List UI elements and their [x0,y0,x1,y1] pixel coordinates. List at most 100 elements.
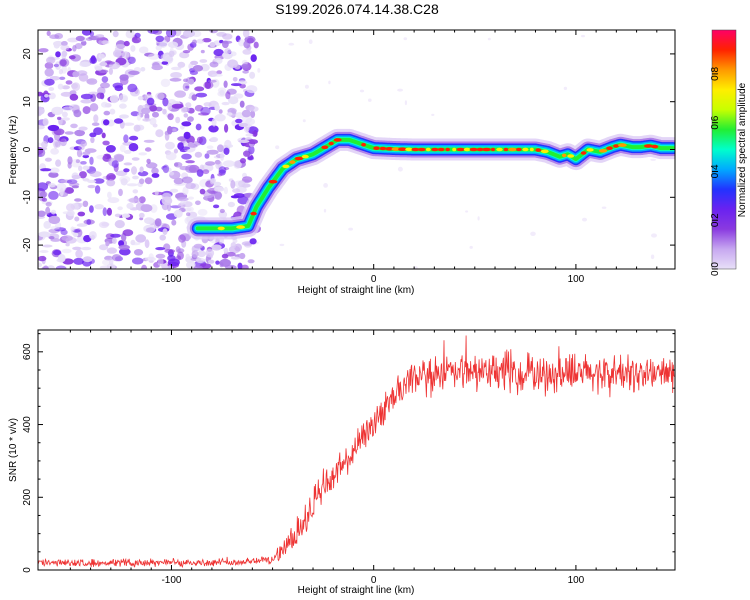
ridge-peak [373,146,380,150]
noise-blob [182,50,191,54]
noise-blob [164,249,176,254]
noise-blob [72,71,80,78]
figure-title: S199.2026.074.14.38.C28 [275,1,439,17]
noise-blob [189,70,198,75]
noise-blob [220,152,225,161]
noise-blob [38,124,45,130]
noise-blob [107,191,112,199]
noise-blob [214,191,222,200]
noise-blob [203,81,214,89]
noise-blob [61,111,68,118]
noise-blob [226,112,233,116]
noise-blob [98,221,109,229]
noise-blob [218,210,228,219]
noise-blob [146,97,155,106]
noise-blob [69,182,80,187]
noise-blob [161,61,169,65]
noise-blob [61,41,68,46]
noise-blob [206,145,214,149]
noise-blob [397,88,403,92]
noise-blob [112,30,119,38]
noise-blob [65,80,73,85]
noise-blob [185,102,192,108]
noise-blob [118,244,130,250]
noise-blob [151,64,163,71]
noise-blob [89,171,102,178]
noise-blob [197,208,208,216]
noise-blob [75,35,85,42]
noise-blob [90,136,95,144]
noise-blob [87,184,96,189]
noise-blob [130,242,141,246]
noise-blob [257,68,261,73]
ridge-peak [598,149,608,153]
x-tick-label: 0 [371,274,377,285]
noise-blob [147,53,160,60]
noise-blob [214,114,226,122]
noise-blob [581,34,585,38]
noise-blob [175,116,181,124]
noise-blob [250,54,257,62]
noise-blob [49,167,60,174]
noise-blob [182,186,189,196]
noise-blob [143,139,155,143]
ridge-peak [250,211,257,216]
noise-blob [73,109,82,118]
noise-blob [72,45,77,52]
noise-blob [246,85,258,94]
y-tick-label: 0 [22,146,33,152]
noise-blob [109,94,119,104]
noise-blob [66,203,75,212]
noise-blob [61,85,70,90]
noise-blob [230,242,237,249]
noise-blob [194,86,205,92]
noise-blob [79,61,91,67]
noise-blob [48,190,59,200]
noise-blob [41,141,48,149]
noise-blob [245,133,254,137]
noise-blob [45,202,52,207]
noise-blob [181,146,191,150]
noise-blob [95,34,105,39]
noise-blob [185,253,190,260]
noise-blob [304,84,309,89]
noise-blob [38,106,45,115]
noise-blob [75,249,83,259]
noise-blob [155,35,165,42]
noise-blob [123,134,129,143]
ridge-peak [289,160,296,164]
noise-blob [469,245,473,249]
noise-blob [111,254,122,262]
noise-blob [229,51,237,57]
noise-blob [130,45,136,52]
noise-blob [221,253,229,259]
noise-blob [101,76,109,83]
noise-blob [198,112,210,116]
noise-blob [209,42,216,48]
noise-blob [168,50,175,57]
noise-blob [101,132,106,139]
noise-blob [191,250,199,258]
noise-blob [217,144,224,153]
noise-blob [160,78,171,88]
noise-blob [73,232,79,238]
noise-blob [50,226,60,230]
noise-blob [128,197,141,204]
colorbar-tick-label: 0.8 [710,67,721,81]
snr-series-line [38,335,675,568]
noise-blob [109,174,116,180]
noise-blob [82,256,93,263]
noise-blob [193,265,204,269]
noise-blob [169,171,175,176]
noise-blob [230,83,242,87]
snr-panel: -100 0 100 0 200 400 600 Height of straight li… [8,329,676,596]
noise-blob [146,158,151,164]
noise-blob [323,208,327,213]
noise-blob [110,233,121,238]
noise-blob [74,129,85,137]
spectrogram-ylabel: Frequency (Hz) [8,116,19,185]
noise-blob [61,235,73,242]
ridge-peak [476,147,484,152]
y-tick-label: 200 [22,488,33,505]
noise-blob [131,166,137,175]
